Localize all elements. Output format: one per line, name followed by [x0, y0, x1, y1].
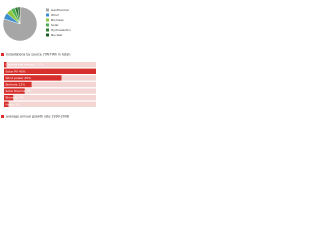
- bar-track: [4, 81, 96, 88]
- title-marker: [1, 115, 4, 118]
- legend-swatch: [46, 33, 49, 37]
- bar: [4, 75, 62, 81]
- category-label: Biomass: [6, 96, 19, 100]
- value-label: 9%: [27, 89, 32, 93]
- legend-label: Nuclear: [51, 33, 63, 37]
- pie-title: Installations by source (TW-TWh in total…: [6, 53, 71, 57]
- bar-title: average annual growth rate 1990-2008: [6, 115, 69, 119]
- bar: [4, 62, 7, 68]
- title-marker: [1, 53, 4, 56]
- bar-track: [4, 101, 96, 107]
- value-label: 4%: [19, 96, 24, 100]
- legend-swatch: [46, 23, 49, 27]
- category-label: Solar thermal: [6, 89, 26, 93]
- bar: [4, 68, 96, 74]
- value-label: 12%: [18, 83, 25, 87]
- value-label: 1.1%: [36, 63, 44, 67]
- bar: [4, 101, 9, 107]
- category-label: Geothermal energy: [6, 63, 35, 67]
- category-label: Wind power: [6, 76, 25, 80]
- legend-label: Biomass: [51, 18, 64, 22]
- legend-label: Hydroelectric: [51, 28, 71, 32]
- bar: [4, 88, 25, 94]
- legend-label: Solar: [51, 23, 59, 27]
- bar-label: Wind power25%: [6, 76, 32, 80]
- bar: [4, 81, 32, 88]
- legend-swatch: [46, 28, 49, 32]
- value-label: 25%: [24, 76, 31, 80]
- category-label: Biofuels: [6, 83, 18, 87]
- bar-label: Biofuels12%: [6, 83, 26, 87]
- bar-label: Geothermal energy1.1%: [6, 63, 44, 67]
- bar: [4, 95, 14, 101]
- value-label: 40%: [19, 69, 26, 73]
- category-label: Hydro: [6, 102, 15, 106]
- bar-label: Solar thermal9%: [6, 89, 32, 93]
- bar-label: Biomass4%: [6, 96, 25, 100]
- bar-track: [4, 95, 96, 101]
- legend-label: Wind: [51, 13, 59, 17]
- bar-label: Hydro2%: [6, 102, 21, 106]
- bar-track: [4, 62, 96, 68]
- bar-track: [4, 88, 96, 94]
- page: Installations by source (TW-TWh in total…: [0, 0, 100, 124]
- legend-swatch: [46, 18, 49, 22]
- category-label: Solar PV: [6, 69, 19, 73]
- legend-label: Geothermal: [51, 8, 69, 12]
- bar-label: Solar PV40%: [6, 69, 26, 73]
- legend-swatch: [46, 13, 49, 17]
- legend-swatch: [46, 8, 49, 12]
- value-label: 2%: [15, 102, 20, 106]
- pie-slice: [17, 6, 21, 25]
